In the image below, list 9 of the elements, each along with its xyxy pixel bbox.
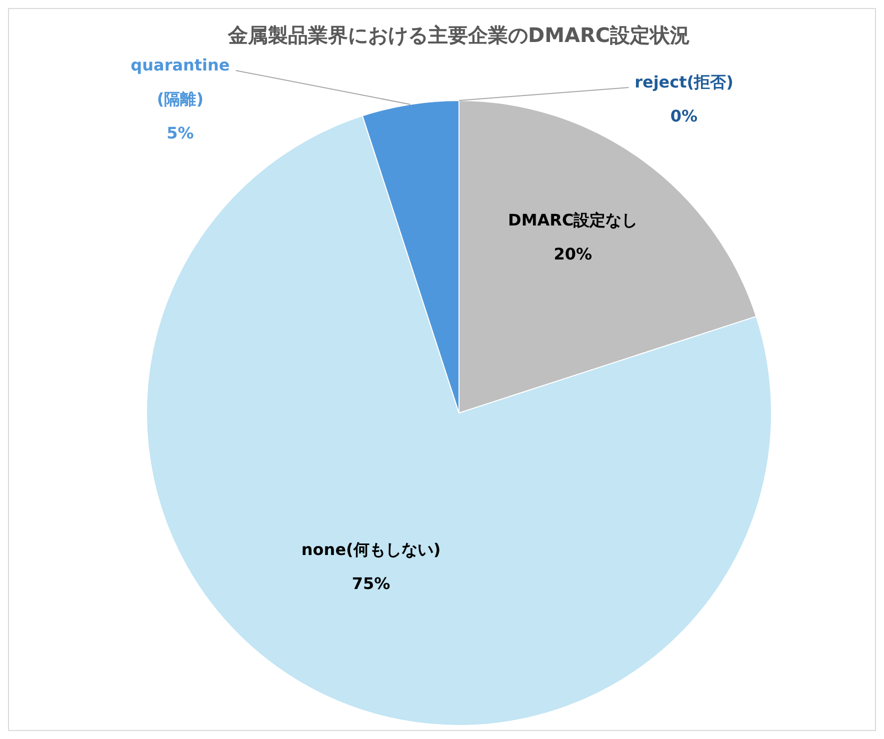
chart-title: 金属製品業界における主要企業のDMARC設定状況 (226, 23, 690, 48)
data-label: 75% (352, 574, 390, 593)
slice-label: quarantine(隔離) (130, 56, 230, 109)
slice-label: DMARC設定なし (508, 210, 638, 230)
data-label: 5% (166, 124, 194, 143)
category-label: reject(拒否) (634, 72, 734, 92)
text: 0% (670, 106, 698, 126)
data-label: 20% (554, 244, 592, 264)
slice-label: none(何もしない) (301, 540, 441, 559)
